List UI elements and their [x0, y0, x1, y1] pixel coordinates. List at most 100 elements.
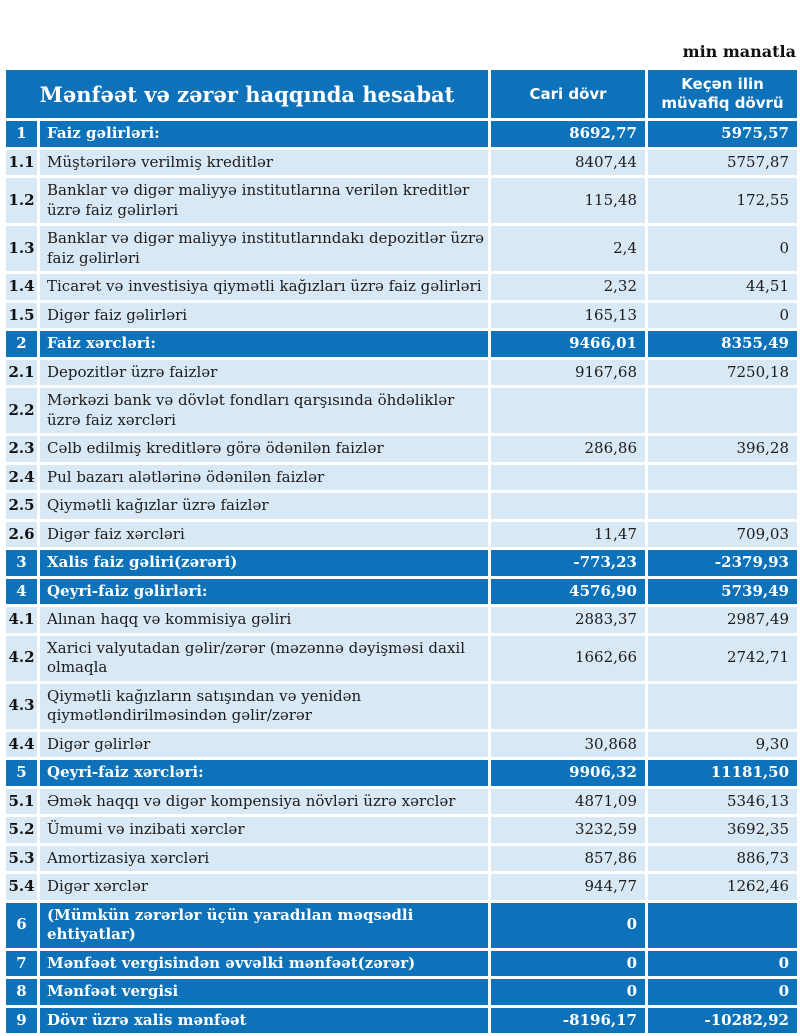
row-label: Ümumi və inzibati xərclər: [37, 814, 491, 846]
row-current-value: 944,77: [488, 871, 648, 903]
row-previous-value: 5739,49: [645, 575, 800, 607]
row-number: 4.2: [3, 632, 40, 684]
table-row: 1.5 Digər faiz gəlirləri 165,13 0: [3, 299, 800, 331]
row-previous-value: 0: [645, 223, 800, 274]
row-previous-value: 0: [645, 299, 800, 331]
table-row: 1.2 Banklar və digər maliyyə institutlar…: [3, 175, 800, 226]
table-row: 4.4 Digər gəlirlər 30,868 9,30: [3, 728, 800, 760]
row-label: Faiz xərcləri:: [37, 328, 491, 360]
row-label: Digər xərclər: [37, 871, 491, 903]
row-number: 1.5: [3, 299, 40, 331]
table-row: 2.5 Qiymətli kağızlar üzrə faizlər: [3, 490, 800, 522]
row-number: 1: [3, 118, 40, 150]
row-number: 2.6: [3, 518, 40, 550]
row-current-value: 8692,77: [488, 118, 648, 150]
row-label: Xarici valyutadan gəlir/zərər (məzənnə d…: [37, 632, 491, 684]
table-row: 3 Xalis faiz gəliri(zərəri) -773,23 -237…: [3, 547, 800, 579]
row-label: Mənfəət vergisi: [37, 976, 491, 1008]
row-current-value: 2,4: [488, 223, 648, 274]
table-row: 7 Mənfəət vergisindən əvvəlki mənfəət(zə…: [3, 947, 800, 979]
row-current-value: 165,13: [488, 299, 648, 331]
row-previous-value: 2742,71: [645, 632, 800, 684]
row-label: Digər faiz xərcləri: [37, 518, 491, 550]
row-number: 1.4: [3, 271, 40, 303]
row-previous-value: 172,55: [645, 175, 800, 226]
row-previous-value: 396,28: [645, 433, 800, 465]
row-number: 9: [3, 1004, 40, 1036]
row-current-value: 3232,59: [488, 814, 648, 846]
row-previous-value: 709,03: [645, 518, 800, 550]
row-number: 7: [3, 947, 40, 979]
row-previous-value: 1262,46: [645, 871, 800, 903]
row-label: Amortizasiya xərcləri: [37, 842, 491, 874]
row-number: 5.1: [3, 785, 40, 817]
row-current-value: 115,48: [488, 175, 648, 226]
row-number: 3: [3, 547, 40, 579]
row-label: Alınan haqq və kommisiya gəliri: [37, 604, 491, 636]
table-row: 2.3 Cəlb edilmiş kreditlərə görə ödənilə…: [3, 433, 800, 465]
table-row: 1.3 Banklar və digər maliyyə institutlar…: [3, 223, 800, 274]
row-current-value: 8407,44: [488, 146, 648, 178]
row-previous-value: 5757,87: [645, 146, 800, 178]
row-label: Qeyri-faiz xərcləri:: [37, 757, 491, 789]
row-label: Cəlb edilmiş kreditlərə görə ödənilən fa…: [37, 433, 491, 465]
row-number: 4.1: [3, 604, 40, 636]
row-current-value: 9906,32: [488, 757, 648, 789]
row-previous-value: 7250,18: [645, 356, 800, 388]
row-current-value: 0: [488, 947, 648, 979]
table-row: 5.4 Digər xərclər 944,77 1262,46: [3, 871, 800, 903]
table-row: 5.2 Ümumi və inzibati xərclər 3232,59 36…: [3, 814, 800, 846]
row-label: Müştərilərə verilmiş kreditlər: [37, 146, 491, 178]
table-row: 5.3 Amortizasiya xərcləri 857,86 886,73: [3, 842, 800, 874]
row-label: Qiymətli kağızlar üzrə faizlər: [37, 490, 491, 522]
row-previous-value: [645, 461, 800, 493]
row-number: 2.5: [3, 490, 40, 522]
row-current-value: 2,32: [488, 271, 648, 303]
row-label: Depozitlər üzrə faizlər: [37, 356, 491, 388]
row-current-value: -8196,17: [488, 1004, 648, 1036]
table-header: Mənfəət və zərər haqqında hesabat Cari d…: [3, 67, 800, 121]
report-title: Mənfəət və zərər haqqında hesabat: [3, 67, 491, 121]
row-label: Digər gəlirlər: [37, 728, 491, 760]
row-label: Qiymətli kağızların satışından və yenidə…: [37, 680, 491, 732]
row-label: Dövr üzrə xalis mənfəət: [37, 1004, 491, 1036]
table-row: 4.2 Xarici valyutadan gəlir/zərər (məzən…: [3, 632, 800, 684]
row-previous-value: [645, 385, 800, 436]
row-current-value: 0: [488, 976, 648, 1008]
row-previous-value: -2379,93: [645, 547, 800, 579]
row-previous-value: 3692,35: [645, 814, 800, 846]
row-previous-value: 5975,57: [645, 118, 800, 150]
table-row: 4 Qeyri-faiz gəlirləri: 4576,90 5739,49: [3, 575, 800, 607]
row-current-value: 857,86: [488, 842, 648, 874]
row-previous-value: 5346,13: [645, 785, 800, 817]
table-row: 1.4 Ticarət və investisiya qiymətli kağı…: [3, 271, 800, 303]
row-number: 1.2: [3, 175, 40, 226]
row-number: 2.2: [3, 385, 40, 436]
row-previous-value: 886,73: [645, 842, 800, 874]
row-number: 5.4: [3, 871, 40, 903]
table-row: 5.1 Əmək haqqı və digər kompensiya növlə…: [3, 785, 800, 817]
row-previous-value: 0: [645, 947, 800, 979]
row-number: 6: [3, 899, 40, 951]
table-row: 4.1 Alınan haqq və kommisiya gəliri 2883…: [3, 604, 800, 636]
row-label: Faiz gəlirləri:: [37, 118, 491, 150]
row-current-value: 4576,90: [488, 575, 648, 607]
row-current-value: [488, 385, 648, 436]
row-previous-value: 2987,49: [645, 604, 800, 636]
row-current-value: [488, 461, 648, 493]
row-label: Banklar və digər maliyyə institutlarında…: [37, 223, 491, 274]
table-row: 1 Faiz gəlirləri: 8692,77 5975,57: [3, 118, 800, 150]
column-header-current: Cari dövr: [488, 67, 648, 121]
row-current-value: 2883,37: [488, 604, 648, 636]
table-row: 2.1 Depozitlər üzrə faizlər 9167,68 7250…: [3, 356, 800, 388]
row-label: Xalis faiz gəliri(zərəri): [37, 547, 491, 579]
row-current-value: -773,23: [488, 547, 648, 579]
row-current-value: 11,47: [488, 518, 648, 550]
row-current-value: 286,86: [488, 433, 648, 465]
row-label: (Mümkün zərərlər üçün yaradılan məqsədli…: [37, 899, 491, 951]
row-label: Ticarət və investisiya qiymətli kağızlar…: [37, 271, 491, 303]
table-row: 8 Mənfəət vergisi 0 0: [3, 976, 800, 1008]
row-number: 5.2: [3, 814, 40, 846]
row-label: Mənfəət vergisindən əvvəlki mənfəət(zərə…: [37, 947, 491, 979]
